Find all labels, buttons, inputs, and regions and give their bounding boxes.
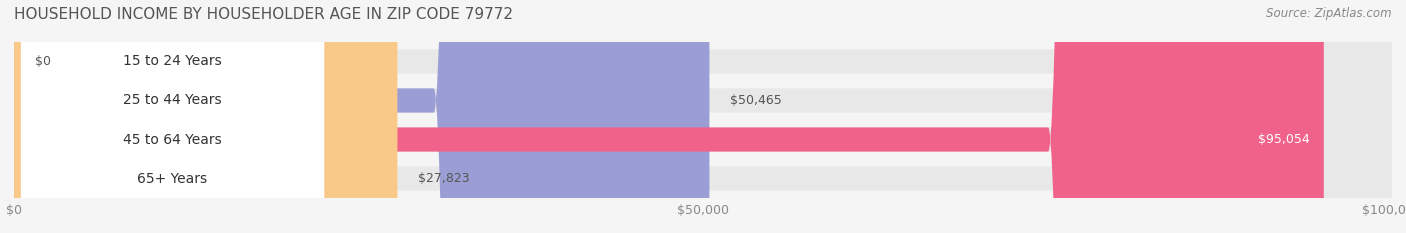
- Text: 25 to 44 Years: 25 to 44 Years: [124, 93, 222, 107]
- FancyBboxPatch shape: [14, 0, 1324, 233]
- Text: $95,054: $95,054: [1258, 133, 1310, 146]
- Text: 45 to 64 Years: 45 to 64 Years: [124, 133, 222, 147]
- FancyBboxPatch shape: [14, 0, 1392, 233]
- FancyBboxPatch shape: [14, 0, 710, 233]
- FancyBboxPatch shape: [21, 0, 325, 233]
- FancyBboxPatch shape: [14, 0, 398, 233]
- Text: 15 to 24 Years: 15 to 24 Years: [124, 55, 222, 69]
- FancyBboxPatch shape: [14, 0, 1392, 233]
- FancyBboxPatch shape: [21, 0, 325, 233]
- Text: Source: ZipAtlas.com: Source: ZipAtlas.com: [1267, 7, 1392, 20]
- Text: $0: $0: [35, 55, 51, 68]
- FancyBboxPatch shape: [14, 0, 1392, 233]
- Text: $27,823: $27,823: [418, 172, 470, 185]
- Text: 65+ Years: 65+ Years: [138, 171, 208, 185]
- FancyBboxPatch shape: [21, 0, 325, 233]
- Text: HOUSEHOLD INCOME BY HOUSEHOLDER AGE IN ZIP CODE 79772: HOUSEHOLD INCOME BY HOUSEHOLDER AGE IN Z…: [14, 7, 513, 22]
- FancyBboxPatch shape: [21, 0, 325, 233]
- FancyBboxPatch shape: [14, 0, 1392, 233]
- Text: $50,465: $50,465: [730, 94, 782, 107]
